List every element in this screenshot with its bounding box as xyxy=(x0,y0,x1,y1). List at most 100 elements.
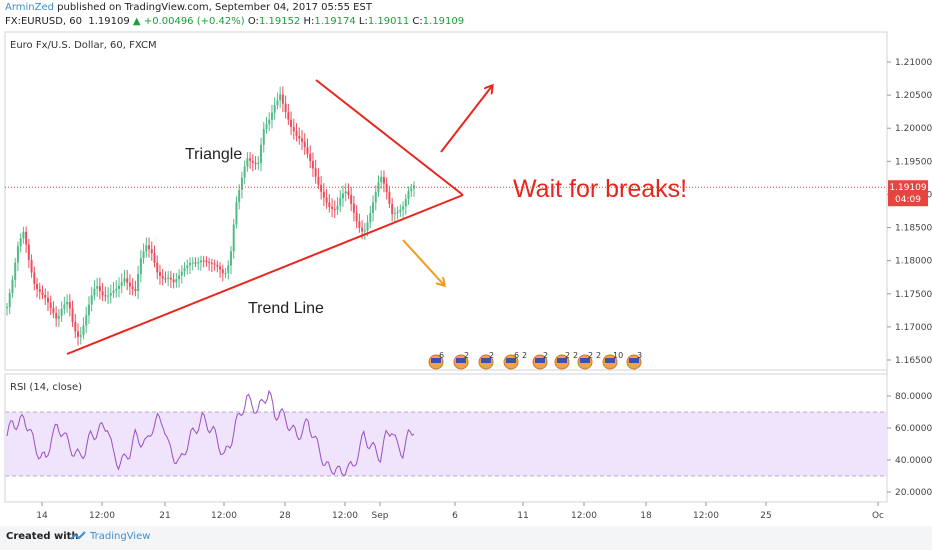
high-label: H: xyxy=(303,16,315,27)
close-label: C: xyxy=(412,16,423,27)
candle-body xyxy=(391,203,394,214)
ohlc-line: FX:EURUSD, 60 1.19109 ▲ +0.00496 (+0.42%… xyxy=(5,16,464,27)
candle-body xyxy=(150,249,153,254)
candle-body xyxy=(189,262,192,266)
price-tick-label: 1.21000 xyxy=(895,58,932,68)
candle-body xyxy=(238,189,241,203)
candle-body xyxy=(38,289,41,292)
economic-event-badge[interactable]: 3 xyxy=(626,351,642,370)
tradingview-link[interactable]: TradingView xyxy=(90,531,151,542)
candle-body xyxy=(148,245,151,250)
candle-body xyxy=(128,282,131,287)
time-tick-label: 14 xyxy=(36,511,48,521)
candle-body xyxy=(393,213,396,215)
candle-body xyxy=(158,272,161,277)
candle-body xyxy=(369,213,372,223)
triangle-upper-line[interactable] xyxy=(315,79,464,196)
candle-body xyxy=(251,160,254,163)
candle-body xyxy=(284,103,287,113)
candle-body xyxy=(55,313,58,319)
event-badges[interactable]: 6 2 2 6 2 2 2 2 2 2 10 3 xyxy=(428,351,642,370)
candle-body xyxy=(333,208,336,210)
rsi-band xyxy=(5,412,887,476)
candle-body xyxy=(194,262,197,264)
candle-body xyxy=(8,293,11,308)
candle-body xyxy=(317,176,320,185)
rsi-axis: 80.0000 60.0000 40.0000 20.0000 xyxy=(887,392,932,498)
time-tick-label: 12:00 xyxy=(693,511,719,521)
breakout-up-arrow[interactable] xyxy=(440,86,492,153)
candle-body xyxy=(46,297,49,303)
economic-event-badge[interactable]: 2 xyxy=(453,351,469,370)
candle-body xyxy=(377,182,380,192)
candle-body xyxy=(112,290,115,294)
candle-body xyxy=(131,286,134,289)
flag-stripe xyxy=(456,358,466,363)
candle-body xyxy=(164,278,167,280)
candle-body xyxy=(22,231,25,239)
economic-event-badge[interactable]: 10 xyxy=(602,351,623,370)
price-change: +0.00496 (+0.42%) xyxy=(143,16,245,27)
candle-body xyxy=(126,278,129,283)
candle-body xyxy=(167,277,170,279)
candle-body xyxy=(314,168,317,177)
candle-body xyxy=(74,321,77,332)
candle-body xyxy=(33,272,36,284)
economic-event-badge[interactable]: 6 xyxy=(428,351,444,370)
candle-body xyxy=(66,301,69,305)
economic-event-badge[interactable]: 2 xyxy=(478,351,494,370)
published-text: published on TradingView.com, September … xyxy=(53,2,372,13)
price-tick-label: 1.17500 xyxy=(895,290,932,300)
open-value: 1.19152 xyxy=(258,16,301,27)
tradingview-logo-icon xyxy=(70,531,86,540)
candle-body xyxy=(341,193,344,199)
event-count: 2 xyxy=(489,351,494,360)
candle-body xyxy=(399,209,402,212)
economic-event-badge[interactable]: 2 xyxy=(532,351,548,370)
trend-line[interactable] xyxy=(66,194,464,355)
candle-body xyxy=(366,222,369,231)
price-tick-label: 1.20500 xyxy=(895,91,932,101)
candle-body xyxy=(295,131,298,136)
breakout-down-arrow[interactable] xyxy=(402,239,444,285)
event-count: 2 xyxy=(588,351,593,360)
price-tick-label: 1.16500 xyxy=(895,356,932,366)
candle-body xyxy=(410,188,413,192)
candle-body xyxy=(306,147,309,154)
candle-body xyxy=(339,198,342,206)
candle-body xyxy=(117,285,120,289)
candle-body xyxy=(243,166,246,178)
flag-stripe xyxy=(605,358,615,363)
rsi-title: RSI (14, close) xyxy=(10,382,82,393)
time-tick-label: 12:00 xyxy=(332,511,358,521)
event-count: 2 xyxy=(522,351,527,360)
price-tick-label: 1.18500 xyxy=(895,224,932,234)
candle-body xyxy=(290,119,293,127)
candle-body xyxy=(63,304,66,309)
candle-body xyxy=(197,262,200,264)
candle-body xyxy=(301,138,304,142)
publish-line: ArminZed published on TradingView.com, S… xyxy=(5,2,372,13)
candle-body xyxy=(361,227,364,232)
candle-body xyxy=(388,192,391,204)
candle-body xyxy=(49,302,52,309)
candle-body xyxy=(101,291,104,296)
author-link[interactable]: ArminZed xyxy=(5,2,54,13)
candle-body xyxy=(57,315,60,319)
price-axis: 1.210001.205001.200001.195001.190001.185… xyxy=(887,58,932,366)
footer: Created with TradingView xyxy=(0,526,932,550)
candle-body xyxy=(161,276,164,279)
candle-body xyxy=(134,288,137,292)
time-tick-label: Oc xyxy=(872,511,884,521)
candle-body xyxy=(322,191,325,198)
price-tick-label: 1.17000 xyxy=(895,323,932,333)
candle-body xyxy=(68,301,71,309)
price-chart[interactable]: Euro Fx/U.S. Dollar, 60, FXCM 1.21000 1.2… xyxy=(0,30,932,526)
chart-title: Euro Fx/U.S. Dollar, 60, FXCM xyxy=(10,40,157,51)
candle-body xyxy=(145,245,148,252)
candle-body xyxy=(137,274,140,292)
candle-body xyxy=(208,261,211,263)
